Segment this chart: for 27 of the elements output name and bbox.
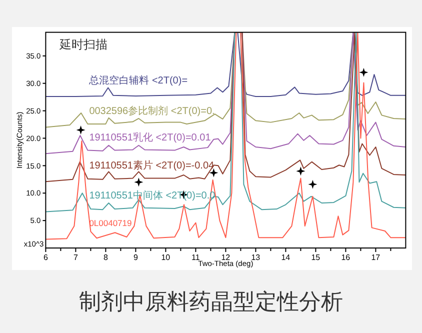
text: 制剂中原料药晶型定性分析	[79, 289, 343, 314]
x-tick-label: 7	[73, 253, 78, 262]
x-tick-label: 12	[221, 253, 231, 262]
line-series	[46, 32, 406, 98]
series-label: 19110551素片 <2T(0)=-0.04	[89, 159, 215, 172]
x-tick-label: 16	[341, 253, 351, 262]
x-tick-label: 11	[192, 253, 200, 262]
point	[308, 180, 318, 189]
x-tick-label: 17	[371, 253, 381, 262]
x-tick-label: 9	[133, 253, 138, 262]
series-label: 0032596参比制剂 <2T(0)=0.	[89, 105, 215, 118]
x-tick-label: 14	[281, 253, 291, 262]
x-tick-label: 15	[311, 253, 321, 262]
x-tick-label: 10	[161, 253, 171, 262]
x-tick-label: 13	[251, 253, 261, 262]
point	[359, 68, 368, 77]
line-series	[46, 32, 406, 154]
point	[296, 166, 306, 176]
point	[76, 125, 86, 134]
x-tick-label: 8	[103, 253, 108, 262]
series-label: 总混空白辅料 <2T(0)=	[88, 74, 188, 86]
series-label: 0L0040719	[89, 218, 132, 228]
point	[134, 178, 144, 187]
annotation: 延时扫描	[58, 37, 108, 52]
x-tick-label: 6	[43, 253, 48, 262]
line-series	[46, 32, 406, 182]
series-label: 19110551乳化 <2T(0)=0.01	[89, 131, 212, 144]
